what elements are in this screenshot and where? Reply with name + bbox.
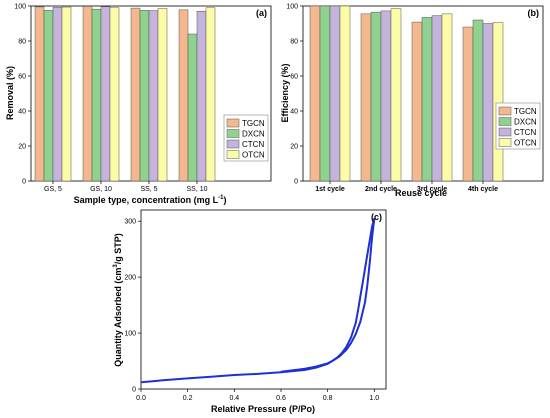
bar-ctcn (329, 5, 341, 182)
bar-tgcn (411, 21, 423, 182)
bar-tgcn (462, 26, 474, 182)
x-axis-label: Reuse cycle (395, 188, 447, 198)
legend-entry: OTCN (514, 139, 537, 148)
legend-entry: OTCN (242, 151, 265, 160)
legend-entry: DXCN (514, 118, 537, 127)
y-tick-label: 0 (294, 179, 298, 186)
y-tick-label: 0 (22, 179, 26, 186)
legend-swatch (498, 127, 512, 137)
y-tick-label: 100 (14, 4, 26, 11)
x-axis-label: Relative Pressure (P/Po) (211, 404, 315, 414)
x-tick-label: GS, 5 (44, 186, 62, 193)
x-tick-label: 0.6 (276, 395, 286, 402)
bar-ctcn (380, 10, 392, 182)
bar-dxcn (472, 19, 484, 182)
bar-dxcn (43, 10, 54, 182)
legend-swatch (226, 129, 240, 138)
x-tick-label: SS, 10 (186, 186, 207, 193)
x-tick-label: SS, 5 (140, 186, 157, 193)
x-tick-label: 1.0 (369, 395, 379, 402)
legend-entry: TGCN (514, 107, 537, 116)
x-tick-label: 2nd cycle (365, 186, 397, 193)
bar-tgcn (178, 9, 189, 182)
bar-ctcn (148, 10, 159, 182)
y-tick-label: 300 (124, 219, 136, 226)
x-tick-label: 3rd cycle (417, 186, 447, 193)
bar-tgcn (34, 6, 45, 182)
y-tick-label: 40 (18, 109, 26, 116)
bar-ctcn (52, 6, 63, 182)
legend-entry: CTCN (242, 140, 264, 149)
y-tick-label: 80 (290, 39, 298, 46)
y-tick-label: 200 (124, 275, 136, 282)
panel-label: (a) (256, 8, 267, 18)
bar-ctcn (196, 11, 207, 182)
x-tick-label: 0.0 (136, 395, 146, 402)
bar-otcn (205, 7, 216, 182)
legend-entry: DXCN (242, 130, 265, 139)
panel-label: (b) (528, 8, 540, 18)
bar-dxcn (187, 33, 198, 182)
legend-swatch (498, 106, 512, 116)
x-tick-label: 1st cycle (315, 186, 345, 193)
y-axis-label: Efficiency (%) (280, 63, 290, 122)
y-axis-label: Quantity Adsorbed (cm3/g STP) (113, 233, 123, 367)
bar-otcn (339, 5, 351, 182)
x-tick-label: 0.4 (229, 395, 239, 402)
y-tick-label: 0 (132, 387, 136, 394)
bar-otcn (157, 8, 168, 182)
bar-tgcn (82, 6, 93, 182)
y-tick-label: 80 (18, 39, 26, 46)
legend-entry: CTCN (514, 128, 536, 137)
y-tick-label: 100 (286, 4, 298, 11)
bar-ctcn (100, 6, 111, 182)
bar-tgcn (130, 7, 141, 182)
legend-entry: TGCN (242, 119, 265, 128)
x-axis-label: Sample type, concentration (mg L-1) (74, 195, 227, 205)
bar-otcn (441, 13, 453, 182)
bar-dxcn (91, 8, 102, 182)
x-tick-label: GS, 10 (90, 186, 112, 193)
bar-tgcn (360, 13, 372, 182)
x-tick-label: 0.2 (183, 395, 193, 402)
legend-swatch (226, 150, 240, 159)
x-tick-label: 0.8 (323, 395, 333, 402)
bar-otcn (61, 6, 72, 182)
legend-swatch (226, 139, 240, 149)
bar-ctcn (431, 15, 443, 182)
bar-otcn (390, 8, 402, 182)
panel-label: (c) (371, 212, 382, 222)
y-axis-label: Removal (%) (5, 66, 15, 120)
bar-dxcn (370, 11, 382, 182)
bar-otcn (492, 22, 504, 182)
bar-otcn (109, 7, 120, 182)
y-tick-label: 20 (18, 144, 26, 151)
bar-dxcn (139, 10, 150, 182)
bar-tgcn (309, 5, 321, 182)
y-tick-label: 20 (290, 144, 298, 151)
y-tick-label: 40 (290, 109, 298, 116)
y-tick-label: 100 (124, 331, 136, 338)
isotherm-desorption-line (280, 218, 376, 373)
legend-swatch (498, 117, 512, 126)
x-tick-label: 4th cycle (468, 186, 498, 193)
y-tick-label: 60 (18, 74, 26, 81)
legend-swatch (226, 118, 240, 128)
bar-dxcn (319, 5, 331, 182)
legend-swatch (498, 138, 512, 147)
bar-dxcn (421, 17, 433, 182)
isotherm-adsorption-line (140, 218, 376, 384)
bar-ctcn (482, 23, 494, 182)
y-tick-label: 60 (290, 74, 298, 81)
plot-frame-c (140, 209, 387, 390)
